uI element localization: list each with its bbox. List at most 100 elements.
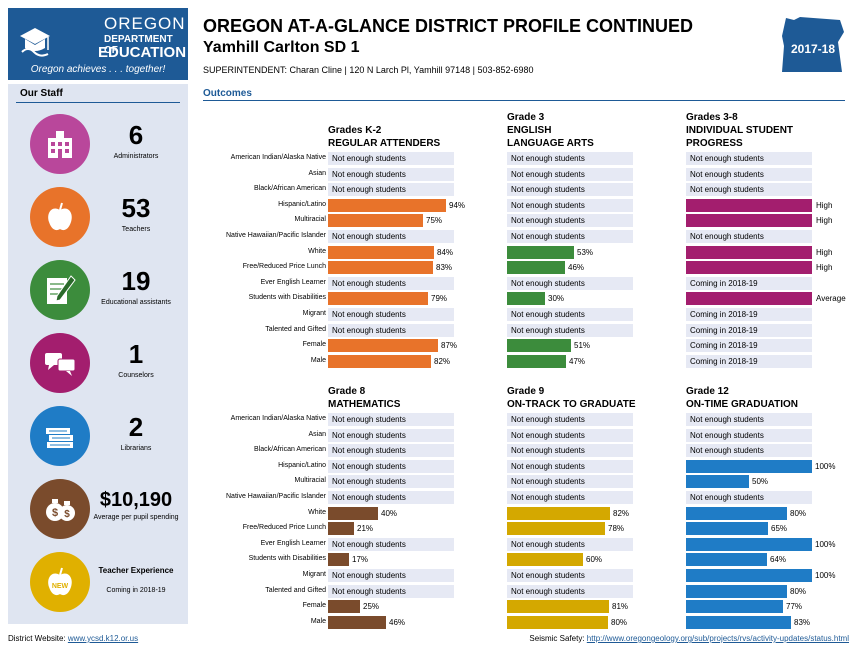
staff-label: Counselors	[118, 372, 154, 379]
data-label: 94%	[449, 200, 466, 210]
row-background	[507, 323, 633, 337]
row-background	[328, 276, 454, 290]
data-bar	[328, 292, 428, 306]
row-background	[686, 308, 812, 321]
progress-bar	[686, 214, 812, 228]
not-enough-students: Not enough students	[332, 586, 406, 596]
data-bar	[686, 522, 768, 536]
category-label: Multiracial	[294, 216, 326, 224]
data-label: 75%	[426, 216, 443, 226]
staff-value: 6	[128, 120, 144, 150]
svg-text:$: $	[64, 509, 70, 520]
category-label: Female	[302, 341, 326, 349]
row-background	[507, 198, 633, 212]
row-background	[328, 491, 454, 504]
data-bar	[686, 506, 787, 520]
panel-heading: Grade 12	[686, 386, 729, 397]
district-website-link[interactable]: www.ycsd.k12.or.us	[67, 634, 139, 643]
data-label: 17%	[352, 555, 369, 565]
staff-item: 2 Librarians	[8, 400, 188, 470]
data-label: 83%	[794, 617, 811, 627]
not-enough-students: Not enough students	[332, 446, 406, 456]
data-label: 80%	[790, 508, 807, 518]
row-background	[328, 584, 454, 598]
category-label: Male	[310, 356, 326, 364]
not-enough-students: Not enough students	[332, 278, 406, 288]
progress-bar	[686, 198, 812, 212]
not-enough-students: Not enough students	[690, 446, 764, 456]
category-label: White	[308, 247, 326, 255]
category-label: Native Hawaiian/Pacific Islander	[226, 493, 326, 500]
chat-bubbles-icon	[30, 333, 90, 393]
category-label: Migrant	[302, 310, 326, 317]
data-bar	[328, 553, 349, 567]
data-label: 25%	[363, 602, 380, 612]
district-name: Yamhill Carlton SD 1	[203, 39, 360, 56]
staff-label: Librarians	[120, 445, 152, 452]
not-enough-students: Not enough students	[332, 415, 406, 424]
category-label: Ever English Learner	[260, 539, 326, 547]
not-enough-students: Not enough students	[332, 169, 406, 179]
money-bags-icon: $ $	[30, 479, 90, 539]
not-enough-students: Not enough students	[511, 154, 585, 163]
data-label: 77%	[786, 602, 803, 612]
data-bar	[686, 584, 787, 598]
category-label: Free/Reduced Price Lunch	[242, 524, 326, 532]
panel-heading: Grade 3	[507, 112, 545, 123]
data-bar	[507, 522, 605, 536]
not-enough-students: Not enough students	[690, 169, 764, 179]
staff-item: 1 Counselors	[8, 327, 188, 397]
pencil-paper-icon	[30, 260, 90, 320]
coming-in-2018-19: Coming in 2018-19	[690, 341, 758, 351]
not-enough-students: Not enough students	[332, 571, 406, 580]
category-label: Hispanic/Latino	[278, 200, 326, 208]
not-enough-students: Not enough students	[332, 539, 406, 549]
row-background	[686, 444, 812, 458]
row-background	[686, 276, 812, 290]
data-label: 100%	[815, 571, 836, 580]
category-label: Male	[310, 617, 326, 625]
data-bar	[328, 245, 434, 259]
category-label: Migrant	[302, 571, 326, 578]
row-background	[686, 413, 812, 426]
row-background	[686, 428, 812, 442]
category-label: Students with Disabilities	[248, 294, 326, 302]
not-enough-students: Not enough students	[511, 310, 585, 319]
category-label: Talented and Gifted	[265, 586, 326, 594]
staff-item: 19 Educational assistants	[8, 254, 188, 324]
not-enough-students: Not enough students	[511, 461, 585, 471]
row-background	[507, 491, 633, 504]
district-website-label: District Website:	[8, 634, 66, 643]
not-enough-students: Not enough students	[511, 232, 585, 241]
seismic-safety-link[interactable]: http://www.oregongeology.org/sub/project…	[586, 634, 849, 643]
category-label: American Indian/Alaska Native	[230, 415, 326, 422]
row-background	[507, 230, 633, 243]
seismic-safety-label: Seismic Safety:	[529, 634, 585, 643]
oregon-state-icon	[782, 17, 844, 72]
row-background	[507, 584, 633, 598]
data-bar	[686, 553, 767, 567]
panel-heading: PROGRESS	[686, 138, 743, 149]
row-background	[507, 444, 633, 458]
panel-heading: ON-TIME GRADUATION	[686, 399, 799, 410]
row-background	[507, 276, 633, 290]
category-label: Black/African American	[254, 185, 326, 193]
staff-divider	[16, 102, 180, 103]
not-enough-students: Not enough students	[511, 586, 585, 596]
not-enough-students: Not enough students	[332, 430, 406, 440]
category-label: Multiracial	[294, 477, 326, 485]
staff-label: Average per pupil spending	[93, 514, 179, 521]
data-bar	[507, 292, 545, 306]
category-label: Ever English Learner	[260, 278, 326, 286]
data-label: 65%	[771, 524, 788, 534]
data-bar	[328, 339, 438, 353]
category-label: Free/Reduced Price Lunch	[242, 263, 326, 271]
data-label: 53%	[577, 247, 594, 257]
row-background	[328, 428, 454, 442]
ode-logo: OREGON DEPARTMENT OF EDUCATION Oregon ac…	[8, 8, 188, 80]
not-enough-students: Not enough students	[511, 169, 585, 179]
not-enough-students: Not enough students	[690, 493, 764, 502]
not-enough-students: Not enough students	[690, 232, 764, 241]
school-year: 2017-18	[790, 42, 836, 56]
coming-in-2018-19: Coming in 2018-19	[690, 278, 758, 288]
